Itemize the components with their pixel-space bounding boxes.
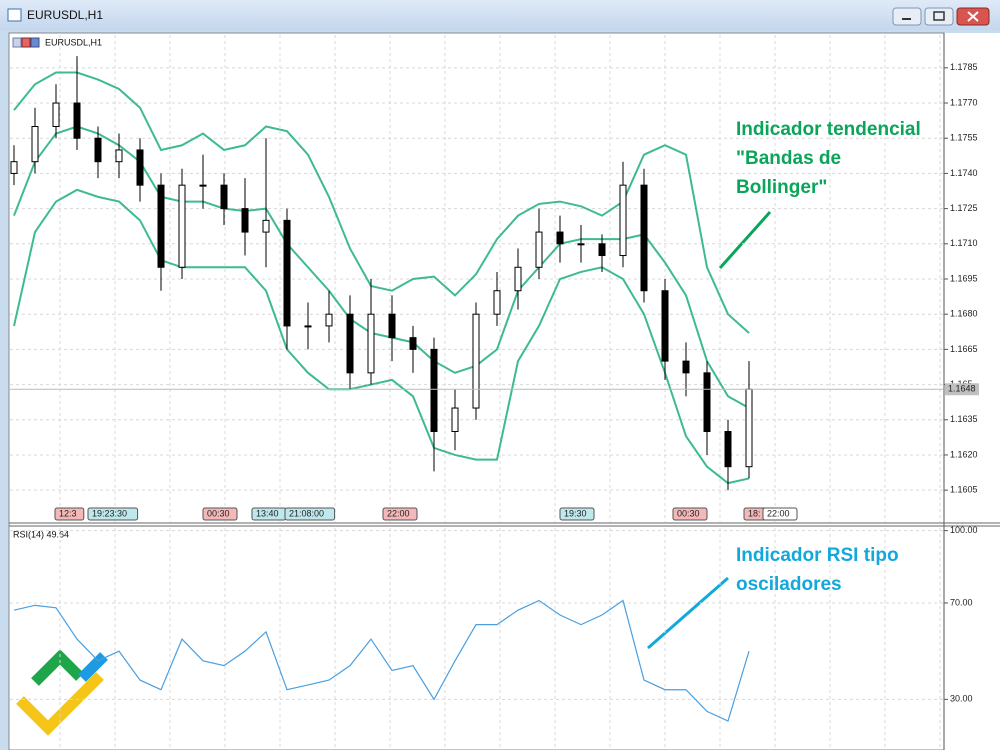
candle-body	[661, 290, 669, 362]
annotation: Indicador tendencial	[736, 119, 921, 140]
annotation: Indicador RSI tipo	[736, 545, 899, 566]
trade-marker	[672, 507, 708, 521]
window-title: EURUSDL,H1	[27, 8, 103, 22]
candle-body	[73, 102, 81, 139]
candle-body	[556, 231, 564, 245]
candle-body	[472, 313, 480, 409]
trade-marker-label: 13:40	[256, 508, 279, 518]
trade-marker	[284, 507, 336, 521]
y-tick-label: 1.1755	[950, 133, 978, 143]
chart-icon	[12, 37, 22, 48]
candle-body	[52, 102, 60, 127]
candle-body	[598, 243, 606, 257]
y-tick-label: 1.1740	[950, 168, 978, 178]
candle-body	[493, 290, 501, 315]
candle-body	[703, 372, 711, 433]
y-tick-label: 100.00	[950, 525, 978, 535]
candle-body	[304, 325, 312, 328]
candle-body	[451, 407, 459, 432]
rsi-label: RSI(14) 49.64	[13, 529, 69, 539]
rsi-line	[13, 599, 750, 722]
annotation: osciladores	[736, 574, 842, 595]
y-tick-label: 1.1605	[950, 485, 978, 495]
candle-body	[346, 313, 354, 374]
candle-body	[115, 149, 123, 163]
last-price-label: 1.1648	[948, 384, 976, 394]
y-tick-label: 1.1620	[950, 449, 978, 459]
bollinger-band	[13, 188, 750, 485]
trade-marker	[54, 507, 85, 521]
candle-body	[577, 243, 585, 246]
candle-body	[535, 231, 543, 268]
y-tick-label: 1.1665	[950, 344, 978, 354]
annotation: Bollinger"	[736, 177, 827, 198]
y-tick-label: 1.1635	[950, 414, 978, 424]
trade-marker-label: 00:30	[207, 508, 230, 518]
candle-body	[94, 137, 102, 163]
candle-body	[682, 360, 690, 374]
candle-body	[430, 348, 438, 432]
trade-marker-label: 00:30	[677, 508, 700, 518]
candle-body	[619, 184, 627, 257]
candle-body	[388, 313, 396, 339]
candle-body	[136, 149, 144, 186]
trade-marker-label: 19:23:30	[92, 508, 127, 518]
y-tick-label: 1.1680	[950, 309, 978, 319]
title-bar	[0, 0, 1000, 30]
trade-marker-label: 22:00	[387, 508, 410, 518]
candle-body	[10, 161, 18, 174]
window-icon	[7, 8, 22, 22]
candle-body	[262, 219, 270, 233]
trade-marker-label: 21:08:00	[289, 508, 324, 518]
y-tick-label: 1.1725	[950, 203, 978, 213]
candle-body	[178, 184, 186, 268]
y-tick-label: 1.1770	[950, 97, 978, 107]
candle-body	[325, 313, 333, 327]
candle-body	[283, 219, 291, 327]
trade-marker-label: 22:00	[767, 508, 790, 518]
last-price-box	[945, 383, 979, 396]
trade-marker	[202, 507, 238, 521]
minimize-button[interactable]	[892, 7, 922, 26]
candle-body	[724, 431, 732, 468]
candle-body	[745, 388, 753, 468]
trade-marker-label: 12:3	[59, 508, 77, 518]
y-tick-label: 30.00	[950, 694, 973, 704]
trade-marker	[559, 507, 595, 521]
trade-marker-label: 19:30	[564, 508, 587, 518]
chart-icon	[30, 37, 40, 48]
chart-icon	[21, 37, 31, 48]
annotation-arrow	[718, 211, 772, 269]
y-tick-label: 1.1710	[950, 238, 978, 248]
trade-marker	[87, 507, 139, 521]
chart-label: EURUSDL,H1	[45, 37, 102, 47]
candle-body	[31, 126, 39, 163]
candle-body	[241, 208, 249, 233]
restore-button[interactable]	[924, 7, 954, 26]
candle-body	[157, 184, 165, 268]
annotation: "Bandas de	[736, 148, 841, 169]
candle-body	[367, 313, 375, 374]
candle-body	[640, 184, 648, 292]
y-tick-label: 1.1695	[950, 273, 978, 283]
y-tick-label: 70.00	[950, 597, 973, 607]
trade-marker-label: 18:	[748, 508, 761, 518]
annotation-arrow	[647, 576, 729, 650]
y-tick-label: 1.1785	[950, 62, 978, 72]
candle-body	[409, 337, 417, 350]
trade-marker	[382, 507, 418, 521]
candle-body	[514, 266, 522, 292]
candle-body	[199, 184, 207, 187]
candle-body	[220, 184, 228, 210]
trade-marker	[762, 507, 798, 521]
